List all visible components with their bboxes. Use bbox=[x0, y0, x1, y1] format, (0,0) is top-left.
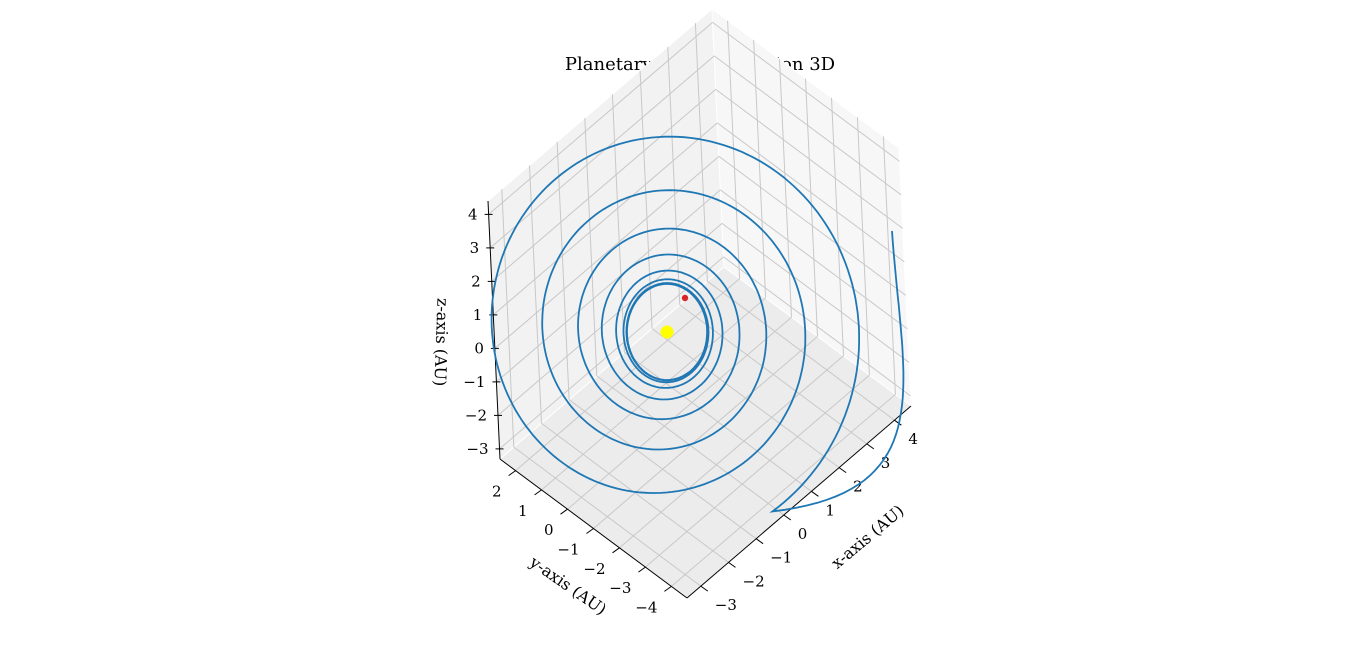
z-tick-label: −2 bbox=[465, 406, 487, 424]
x-axis-line bbox=[686, 405, 912, 599]
gridline-z-side bbox=[723, 256, 911, 397]
y-tick-label: 0 bbox=[544, 521, 554, 539]
gridline-z-side bbox=[712, 21, 900, 162]
y-tick-mark bbox=[560, 508, 568, 515]
z-tick-label: −3 bbox=[466, 440, 488, 458]
gridline-y-floor bbox=[593, 336, 818, 529]
grid-lines bbox=[488, 20, 911, 587]
gridline-z-back bbox=[488, 22, 713, 215]
x-tick-mark bbox=[783, 514, 792, 521]
x-tick-mark bbox=[728, 561, 736, 568]
gridline-y-floor bbox=[671, 394, 896, 587]
sun-point bbox=[660, 325, 674, 339]
gridline-z-side bbox=[721, 222, 910, 363]
x-tick-label: −1 bbox=[770, 549, 792, 567]
z-tick-label: 2 bbox=[471, 272, 481, 290]
series-layer bbox=[490, 135, 905, 513]
x-tick-label: 4 bbox=[908, 430, 918, 448]
x-axis-label: x-axis (AU) bbox=[828, 501, 908, 573]
gridline-z-back bbox=[494, 156, 720, 349]
y-tick-mark bbox=[664, 585, 672, 592]
gridline-z-back bbox=[489, 55, 715, 249]
gridline-z-back bbox=[497, 223, 723, 416]
y-tick-label: −1 bbox=[557, 541, 579, 559]
z-tick-label: −1 bbox=[463, 373, 485, 391]
gridline-y-floor bbox=[541, 297, 766, 491]
y-tick-mark bbox=[612, 547, 620, 554]
y-tick-label: −3 bbox=[609, 579, 631, 597]
gridline-z-back bbox=[496, 189, 721, 383]
z-axis-line bbox=[487, 200, 501, 460]
z-tick-label: 3 bbox=[470, 239, 480, 257]
y-tick-mark bbox=[638, 566, 646, 573]
x-tick-label: 0 bbox=[798, 525, 808, 543]
gridline-y-floor bbox=[567, 316, 792, 510]
z-tick-label: 1 bbox=[473, 306, 483, 324]
x-tick-mark bbox=[755, 538, 764, 545]
gridline-z-back bbox=[492, 122, 718, 316]
y-tick-label: −2 bbox=[583, 560, 605, 578]
x-tick-mark bbox=[838, 467, 847, 474]
gridline-z-side bbox=[720, 189, 908, 330]
x-tick-label: 3 bbox=[881, 454, 891, 472]
y-tick-mark bbox=[586, 528, 594, 534]
x-tick-mark bbox=[811, 490, 819, 497]
x-tick-mark bbox=[894, 419, 902, 426]
y-tick-label: −4 bbox=[635, 598, 657, 616]
x-tick-label: 1 bbox=[825, 501, 835, 519]
x-tick-label: 2 bbox=[853, 478, 863, 496]
z-tick-label: 4 bbox=[468, 205, 478, 223]
gridline-z-back bbox=[491, 89, 717, 282]
gridline-z-side bbox=[713, 55, 902, 196]
y-tick-label: 2 bbox=[492, 483, 502, 501]
x-tick-mark bbox=[866, 443, 875, 450]
z-tick-label: 0 bbox=[474, 339, 484, 357]
y-tick-mark bbox=[508, 470, 516, 477]
x-tick-label: −3 bbox=[715, 596, 737, 614]
y-tick-label: 1 bbox=[518, 502, 528, 520]
y-tick-mark bbox=[534, 489, 542, 496]
planet-point bbox=[681, 294, 689, 302]
z-axis-label: z-axis (AU) bbox=[430, 298, 452, 387]
gridline-y-back bbox=[779, 59, 792, 318]
gridline-y-floor bbox=[645, 374, 870, 568]
gridline-z-side bbox=[715, 88, 903, 229]
gridline-y-floor bbox=[619, 355, 844, 549]
gridline-z-side bbox=[717, 122, 905, 263]
gridline-z-side bbox=[718, 155, 907, 296]
x-tick-mark bbox=[700, 585, 709, 592]
orbit-line bbox=[490, 135, 905, 513]
x-tick-label: −2 bbox=[743, 572, 765, 590]
